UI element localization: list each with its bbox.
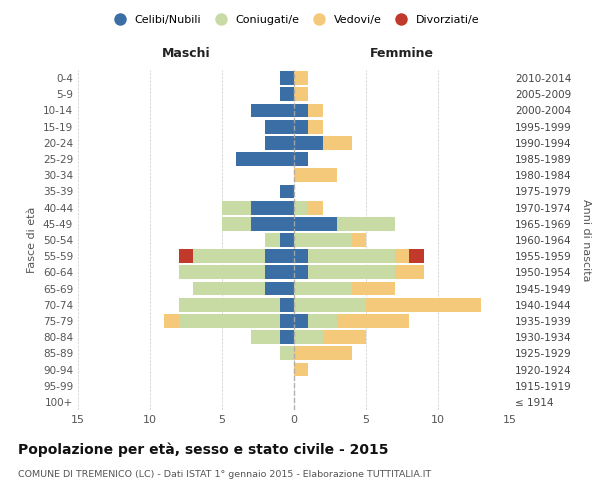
Bar: [395, 250, 409, 263]
Bar: [294, 168, 337, 182]
Bar: [265, 282, 294, 296]
Bar: [179, 250, 193, 263]
Bar: [280, 314, 294, 328]
Bar: [179, 314, 280, 328]
Bar: [294, 233, 352, 247]
Bar: [308, 266, 395, 280]
Bar: [308, 120, 323, 134]
Bar: [251, 217, 294, 230]
Bar: [308, 250, 395, 263]
Bar: [294, 346, 352, 360]
Bar: [294, 298, 366, 312]
Bar: [294, 266, 308, 280]
Bar: [366, 298, 481, 312]
Bar: [179, 266, 265, 280]
Bar: [323, 136, 352, 149]
Legend: Celibi/Nubili, Coniugati/e, Vedovi/e, Divorziati/e: Celibi/Nubili, Coniugati/e, Vedovi/e, Di…: [104, 10, 484, 29]
Bar: [280, 233, 294, 247]
Bar: [294, 330, 323, 344]
Bar: [280, 184, 294, 198]
Bar: [251, 200, 294, 214]
Bar: [280, 71, 294, 85]
Bar: [265, 136, 294, 149]
Bar: [352, 233, 366, 247]
Bar: [294, 104, 308, 118]
Text: Popolazione per età, sesso e stato civile - 2015: Popolazione per età, sesso e stato civil…: [18, 442, 389, 457]
Bar: [251, 330, 280, 344]
Bar: [294, 120, 308, 134]
Text: COMUNE DI TREMENICO (LC) - Dati ISTAT 1° gennaio 2015 - Elaborazione TUTTITALIA.: COMUNE DI TREMENICO (LC) - Dati ISTAT 1°…: [18, 470, 431, 479]
Bar: [352, 282, 395, 296]
Bar: [294, 200, 308, 214]
Bar: [294, 282, 352, 296]
Bar: [308, 314, 337, 328]
Bar: [294, 71, 308, 85]
Bar: [193, 250, 265, 263]
Bar: [294, 250, 308, 263]
Bar: [251, 104, 294, 118]
Bar: [280, 298, 294, 312]
Bar: [265, 266, 294, 280]
Text: Femmine: Femmine: [370, 48, 434, 60]
Bar: [280, 346, 294, 360]
Text: Maschi: Maschi: [161, 48, 211, 60]
Bar: [294, 136, 323, 149]
Bar: [294, 88, 308, 101]
Bar: [337, 314, 409, 328]
Y-axis label: Fasce di età: Fasce di età: [28, 207, 37, 273]
Bar: [265, 233, 280, 247]
Bar: [222, 200, 251, 214]
Bar: [409, 250, 424, 263]
Bar: [294, 152, 308, 166]
Bar: [179, 298, 280, 312]
Bar: [236, 152, 294, 166]
Bar: [265, 120, 294, 134]
Bar: [294, 314, 308, 328]
Bar: [294, 217, 337, 230]
Bar: [308, 104, 323, 118]
Bar: [395, 266, 424, 280]
Bar: [193, 282, 265, 296]
Bar: [280, 330, 294, 344]
Bar: [280, 88, 294, 101]
Bar: [222, 217, 251, 230]
Bar: [323, 330, 366, 344]
Bar: [294, 362, 308, 376]
Bar: [337, 217, 395, 230]
Bar: [164, 314, 179, 328]
Bar: [308, 200, 323, 214]
Bar: [265, 250, 294, 263]
Y-axis label: Anni di nascita: Anni di nascita: [581, 198, 591, 281]
